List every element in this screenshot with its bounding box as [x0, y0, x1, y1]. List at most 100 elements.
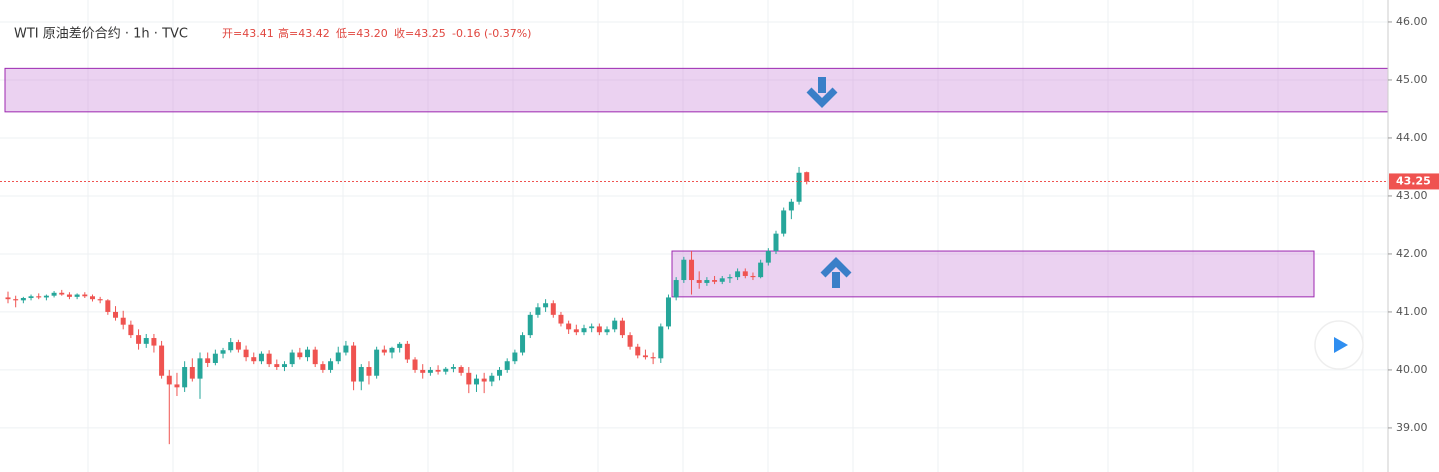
candle-body — [404, 343, 410, 360]
y-tick-label: 41.00 — [1396, 305, 1428, 318]
y-tick-label: 44.00 — [1396, 131, 1428, 144]
candle-body — [581, 328, 587, 333]
candle-body — [589, 326, 595, 329]
candle-body — [28, 296, 34, 299]
candle-body — [596, 326, 602, 333]
candle-body — [43, 295, 49, 298]
candle-body — [427, 369, 433, 373]
candle-body — [266, 353, 272, 365]
stats: 开=43.41 高=43.42 低=43.20 收=43.25 -0.16 (-0.37… — [222, 26, 531, 40]
candle-body — [251, 357, 257, 362]
candle-body — [627, 335, 633, 347]
candle-body — [512, 352, 518, 362]
candle-body — [297, 352, 303, 358]
candle-body — [197, 358, 203, 379]
y-tick-label: 46.00 — [1396, 15, 1428, 28]
candle-body — [51, 292, 57, 296]
candle-body — [312, 349, 318, 365]
candle-body — [113, 311, 119, 318]
candle-body — [274, 364, 280, 368]
candle-body — [205, 358, 211, 363]
candle-body — [335, 352, 341, 362]
candle-body — [166, 375, 172, 385]
candle-body — [182, 367, 188, 388]
candle-body — [558, 314, 564, 324]
candle-body — [281, 364, 287, 368]
candle-body — [59, 292, 65, 295]
y-tick-label: 39.00 — [1396, 421, 1428, 434]
candle-body — [719, 278, 725, 282]
price-axis: 39.00 40.00 41.00 42.00 43.00 44.00 45.00 46.00 — [1388, 15, 1428, 434]
play-icon[interactable] — [1334, 337, 1348, 353]
candle-body — [97, 299, 103, 301]
candle-body — [397, 343, 403, 348]
candle-body — [619, 320, 625, 336]
candle-body — [781, 210, 787, 234]
candle-body — [105, 300, 111, 312]
candle-body — [604, 329, 610, 333]
candle-body — [673, 280, 679, 298]
candle-body — [412, 359, 418, 370]
candle-body — [136, 335, 142, 344]
candle-body — [128, 324, 134, 336]
candle-body — [742, 271, 748, 276]
candle-body — [573, 329, 579, 333]
candle-body — [366, 367, 372, 376]
candle-body — [489, 375, 495, 382]
candle-body — [796, 172, 802, 202]
candle-body — [189, 367, 195, 379]
candle-body — [435, 369, 441, 372]
candle-body — [74, 294, 80, 297]
candle-body — [566, 323, 572, 330]
candle-body — [443, 368, 449, 372]
candle-body — [535, 307, 541, 315]
candle-body — [550, 303, 556, 315]
stat: 低=43.20 — [336, 27, 388, 40]
play-button[interactable] — [1314, 320, 1364, 370]
candle-body — [527, 314, 533, 336]
candle-body — [151, 338, 157, 346]
candle-body — [358, 367, 364, 382]
candle-body — [228, 342, 234, 351]
candle-body — [758, 262, 764, 278]
candle-body — [289, 352, 295, 365]
stat: 高=43.42 — [278, 26, 330, 40]
stat: 开=43.41 — [222, 27, 274, 40]
candle-body — [642, 355, 648, 358]
candle-body — [13, 299, 19, 301]
last-price-tag — [1389, 173, 1439, 190]
candle-body — [765, 251, 771, 263]
grid — [0, 0, 1388, 472]
candle-body — [450, 367, 456, 369]
y-tick-label: 43.00 — [1396, 189, 1428, 202]
candle-body — [159, 345, 165, 376]
candle-body — [343, 345, 349, 353]
candle-body — [351, 345, 357, 382]
candle-body — [504, 361, 510, 370]
candle-body — [20, 298, 26, 301]
zone — [4, 67, 1389, 113]
candle-body — [328, 361, 334, 370]
zone — [671, 250, 1315, 298]
symbol-title: WTI 原油差价合约 · 1h · TVC — [14, 27, 188, 42]
candle-body — [681, 259, 687, 281]
y-tick-label: 40.00 — [1396, 363, 1428, 376]
candles — [5, 166, 810, 445]
candle-body — [212, 353, 218, 363]
candle-body — [750, 275, 756, 278]
candle-body — [82, 294, 88, 297]
candle-body — [174, 384, 180, 388]
candle-body — [235, 342, 241, 350]
candle-body — [458, 367, 464, 373]
candle-body — [712, 280, 718, 282]
candle-body — [735, 271, 741, 278]
y-tick-label: 45.00 — [1396, 73, 1428, 86]
candle-body — [788, 201, 794, 211]
candle-body — [520, 335, 526, 353]
candle-body — [804, 172, 810, 182]
candle-body — [704, 280, 710, 283]
